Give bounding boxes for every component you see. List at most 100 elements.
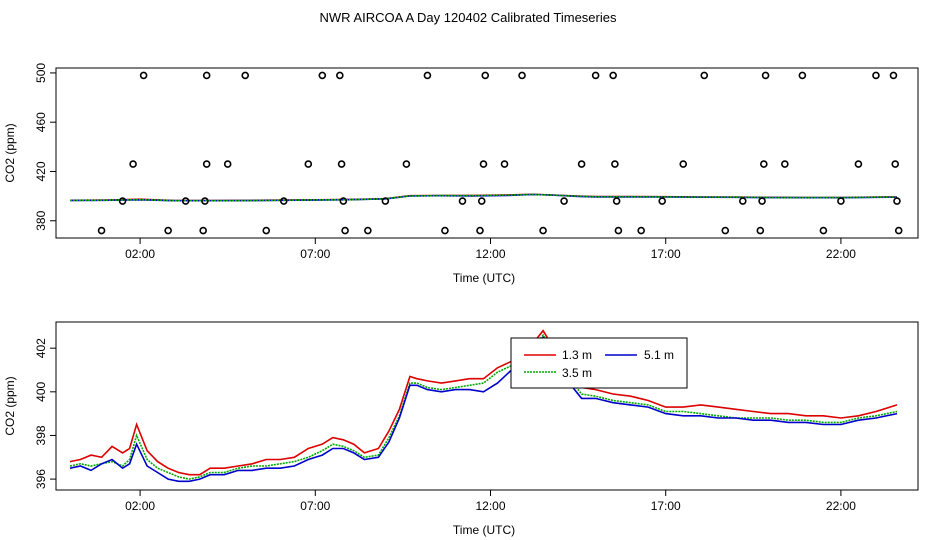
top-point-40 <box>637 226 645 235</box>
top-y-tick-label-3: 500 <box>34 63 48 83</box>
top-point-18 <box>339 197 348 205</box>
bot-y-tick-label-3: 402 <box>34 338 48 358</box>
top-point-16 <box>336 71 344 80</box>
bot-x-tick-label-4: 22:00 <box>826 499 856 513</box>
top-y-tick-label-2: 460 <box>34 112 48 132</box>
top-point-24 <box>441 226 449 235</box>
bottom-y-axis-label: CO2 (ppm) <box>3 376 17 435</box>
top-x-tick-label-1: 07:00 <box>300 247 330 261</box>
top-point-47 <box>758 197 766 205</box>
bot-series-line-5-1-m <box>69 335 898 483</box>
legend: 1.3 m 5.1 m 3.5 m <box>510 337 688 389</box>
top-series-group <box>69 193 898 202</box>
top-x-tick-label-4: 22:00 <box>826 247 856 261</box>
top-point-23 <box>423 71 432 80</box>
top-point-41 <box>658 197 667 205</box>
bottom-x-axis-label: Time (UTC) <box>453 523 515 537</box>
top-point-5 <box>181 197 190 205</box>
top-point-1 <box>118 197 127 205</box>
top-point-20 <box>364 226 372 235</box>
top-points-group <box>97 71 903 235</box>
top-point-0 <box>97 226 106 235</box>
bottom-x-axis: 02:00 07:00 12:00 17:00 22:00 <box>125 490 856 513</box>
top-point-17 <box>337 160 346 168</box>
legend-box <box>510 337 688 389</box>
top-point-37 <box>611 160 619 168</box>
top-point-21 <box>381 197 390 205</box>
top-point-9 <box>202 71 211 80</box>
top-point-34 <box>577 160 586 168</box>
top-point-7 <box>201 197 209 205</box>
top-y-tick-label-1: 420 <box>34 161 48 181</box>
top-point-58 <box>893 197 901 205</box>
top-point-44 <box>721 226 730 235</box>
top-point-11 <box>241 71 250 80</box>
bot-y-tick-label-0: 396 <box>34 469 48 489</box>
bottom-series-group <box>69 329 898 483</box>
bot-series-line-3-5-m <box>69 333 898 480</box>
top-y-axis-label: CO2 (ppm) <box>3 123 17 182</box>
top-point-14 <box>304 160 313 168</box>
top-point-8 <box>202 160 211 168</box>
top-point-35 <box>591 71 600 80</box>
top-point-42 <box>679 160 688 168</box>
top-point-59 <box>894 226 903 235</box>
top-x-tick-label-3: 17:00 <box>651 247 681 261</box>
top-point-28 <box>479 160 488 168</box>
top-point-36 <box>609 71 617 80</box>
top-point-4 <box>164 226 172 235</box>
bot-x-tick-label-2: 12:00 <box>475 499 505 513</box>
top-point-6 <box>199 226 207 235</box>
top-plot-frame <box>55 67 919 239</box>
top-point-53 <box>837 197 845 205</box>
top-point-45 <box>738 197 747 205</box>
top-point-49 <box>761 71 770 80</box>
top-point-19 <box>341 226 349 235</box>
top-point-39 <box>614 226 623 235</box>
bot-x-tick-label-3: 17:00 <box>651 499 681 513</box>
top-x-axis: 02:00 07:00 12:00 17:00 22:00 <box>125 238 856 261</box>
top-point-38 <box>612 197 621 205</box>
top-point-2 <box>129 160 137 168</box>
top-x-tick-label-2: 12:00 <box>475 247 505 261</box>
top-y-tick-label-0: 380 <box>34 210 48 230</box>
legend-label-2: 5.1 m <box>644 348 674 362</box>
top-point-31 <box>518 71 526 80</box>
top-series-line-3-5-m <box>69 193 898 202</box>
top-point-56 <box>889 71 898 80</box>
top-point-33 <box>560 197 568 205</box>
top-point-12 <box>262 226 271 235</box>
top-point-48 <box>760 160 768 168</box>
top-point-10 <box>223 160 232 168</box>
top-x-tick-label-0: 02:00 <box>125 247 155 261</box>
top-point-25 <box>458 197 467 205</box>
legend-label-3: 3.5 m <box>562 366 592 380</box>
top-point-51 <box>798 71 807 80</box>
bottom-y-axis: 396 398 400 402 <box>34 338 56 489</box>
top-point-57 <box>891 160 900 168</box>
top-point-26 <box>476 226 484 235</box>
bot-y-tick-label-1: 398 <box>34 425 48 445</box>
top-point-54 <box>854 160 863 168</box>
bot-series-line-1-3-m <box>69 329 898 476</box>
top-point-43 <box>700 71 709 80</box>
bottom-plot-frame <box>55 321 919 491</box>
top-point-50 <box>781 160 789 168</box>
top-point-30 <box>500 160 509 168</box>
top-point-15 <box>318 71 327 80</box>
top-y-axis: 380 420 460 500 <box>34 63 56 231</box>
top-point-13 <box>279 197 288 205</box>
top-point-22 <box>402 160 411 168</box>
bot-y-tick-label-2: 400 <box>34 381 48 401</box>
top-point-32 <box>539 226 547 235</box>
top-point-55 <box>872 71 880 80</box>
top-point-27 <box>477 197 486 205</box>
top-point-29 <box>481 71 490 80</box>
top-point-46 <box>756 226 765 235</box>
bot-x-tick-label-0: 02:00 <box>125 499 155 513</box>
legend-label-1: 1.3 m <box>562 348 592 362</box>
top-point-52 <box>819 226 828 235</box>
chart-title: NWR AIRCOA A Day 120402 Calibrated Times… <box>320 10 617 25</box>
bot-x-tick-label-1: 07:00 <box>300 499 330 513</box>
